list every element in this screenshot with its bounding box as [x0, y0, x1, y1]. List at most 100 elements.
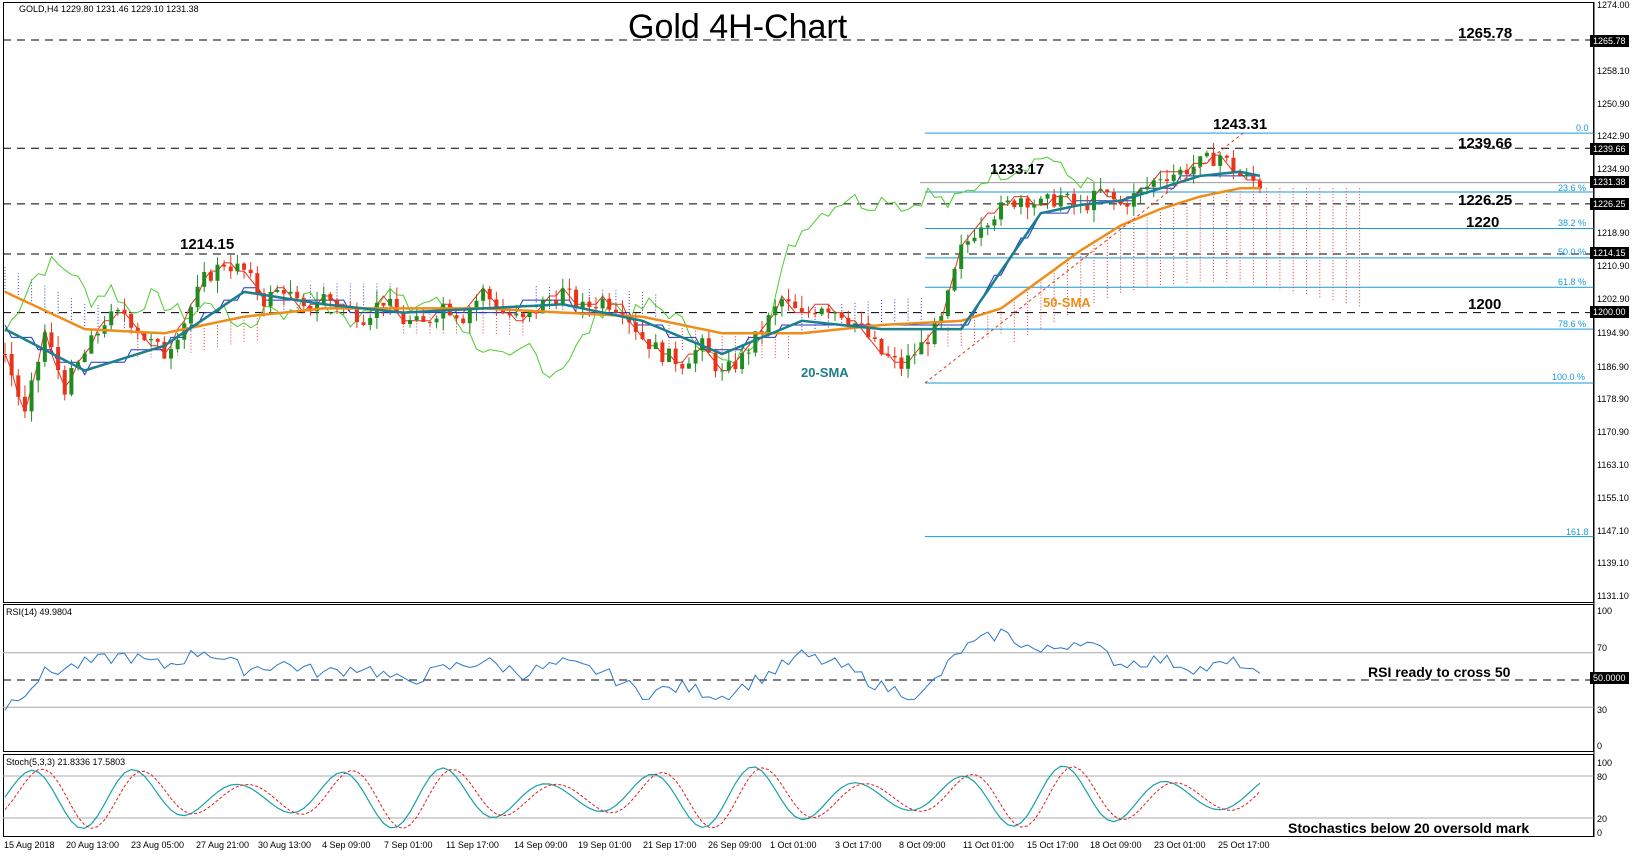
candle-down — [142, 333, 147, 341]
candle-up — [408, 320, 413, 325]
sma50-line — [4, 187, 1260, 335]
candle-up — [1145, 186, 1150, 190]
candle-up — [89, 335, 94, 354]
x-tick: 1 Oct 01:00 — [770, 840, 817, 850]
candle-up — [69, 367, 74, 395]
candle-up — [1032, 204, 1037, 208]
candle-up — [467, 309, 472, 324]
candle-down — [607, 298, 612, 310]
candle-up — [600, 298, 605, 309]
candle-up — [686, 363, 691, 369]
candle-up — [779, 299, 784, 307]
candle-down — [3, 353, 7, 355]
candle-down — [1111, 192, 1116, 200]
candle-down — [222, 264, 227, 267]
candle-down — [813, 313, 818, 315]
candle-up — [746, 352, 751, 354]
stoch-signal-line — [4, 766, 1261, 829]
price-tick: 1234.90 — [1597, 164, 1630, 174]
candle-up — [288, 291, 293, 294]
candle-down — [427, 321, 432, 323]
stoch-tick: 20 — [1597, 814, 1608, 824]
x-tick: 4 Sep 09:00 — [322, 840, 371, 850]
candle-down — [793, 301, 798, 309]
candle-up — [76, 362, 81, 368]
candle-down — [706, 338, 711, 353]
x-tick: 30 Aug 13:00 — [258, 840, 312, 850]
candle-up — [939, 316, 944, 322]
candle-down — [122, 309, 127, 314]
stoch-annotation: Stochastics below 20 oversold mark — [1288, 820, 1530, 836]
candle-down — [62, 370, 67, 395]
candle-up — [268, 291, 273, 307]
sma50-label: 50-SMA — [1043, 295, 1091, 310]
candle-up — [999, 202, 1004, 220]
stoch-panel-frame — [3, 754, 1594, 837]
level-label-1233: 1233.17 — [990, 161, 1045, 178]
candle-up — [912, 354, 917, 356]
price-tick: 1155.10 — [1597, 493, 1629, 503]
candle-up — [852, 323, 857, 325]
candle-up — [42, 332, 47, 362]
x-tick: 11 Oct 01:00 — [963, 840, 1014, 850]
candle-down — [155, 338, 160, 342]
price-tick: 1210.90 — [1597, 261, 1630, 271]
candle-down — [925, 342, 930, 345]
candle-up — [514, 313, 519, 316]
stoch-label: Stoch(5,3,3) 21.8336 17.5803 — [6, 757, 126, 767]
candle-down — [1224, 155, 1229, 158]
candle-up — [985, 225, 990, 228]
level-label-1200: 1200 — [1468, 296, 1502, 313]
stoch-tick: 80 — [1597, 772, 1608, 782]
level-label-1214: 1214.15 — [180, 236, 235, 253]
candle-down — [660, 342, 665, 362]
candle-down — [501, 309, 506, 314]
x-tick: 15 Aug 2018 — [4, 840, 55, 850]
candle-down — [16, 375, 21, 397]
candle-up — [275, 290, 280, 292]
candle-down — [899, 357, 904, 369]
stoch-main-line — [4, 765, 1261, 829]
price-tick: 1131.10 — [1597, 591, 1629, 601]
candle-up — [932, 321, 937, 345]
candle-up — [720, 370, 725, 372]
candle-up — [965, 241, 970, 245]
candle-up — [235, 263, 240, 272]
candle-up — [952, 268, 957, 291]
fib-label-236: 23.6 % — [1558, 183, 1587, 193]
price-tick: 1218.90 — [1597, 228, 1630, 238]
fib-trendline — [924, 132, 1244, 384]
price-tick: 1139.10 — [1597, 558, 1629, 568]
candle-down — [49, 332, 54, 348]
candle-up — [169, 349, 174, 359]
candle-up — [1204, 152, 1209, 157]
candle-down — [56, 347, 61, 371]
level-label-1239: 1239.66 — [1458, 135, 1513, 152]
candle-up — [29, 380, 34, 412]
x-tick: 7 Sep 01:00 — [384, 840, 433, 850]
candle-up — [215, 264, 220, 281]
candle-down — [640, 332, 645, 340]
candle-down — [454, 315, 459, 319]
candle-down — [846, 317, 851, 325]
price-tick: 1258.10 — [1597, 66, 1630, 76]
candle-down — [872, 337, 877, 339]
candle-down — [587, 301, 592, 308]
candle-up — [315, 304, 320, 312]
candle-up — [580, 301, 585, 308]
candle-down — [135, 327, 140, 334]
price-tick: 1194.90 — [1597, 328, 1629, 338]
candle-down — [613, 309, 618, 313]
candle-up — [1191, 166, 1196, 175]
candle-up — [945, 290, 950, 317]
candle-down — [879, 338, 884, 355]
candle-down — [806, 311, 811, 314]
candle-down — [892, 355, 897, 358]
level-label-1226: 1226.25 — [1458, 192, 1513, 209]
x-tick: 14 Sep 09:00 — [514, 840, 568, 850]
candle-up — [321, 294, 326, 305]
candle-down — [627, 316, 632, 323]
candle-up — [653, 342, 658, 350]
price-tick: 1202.90 — [1597, 294, 1630, 304]
x-tick: 23 Oct 01:00 — [1154, 840, 1206, 850]
